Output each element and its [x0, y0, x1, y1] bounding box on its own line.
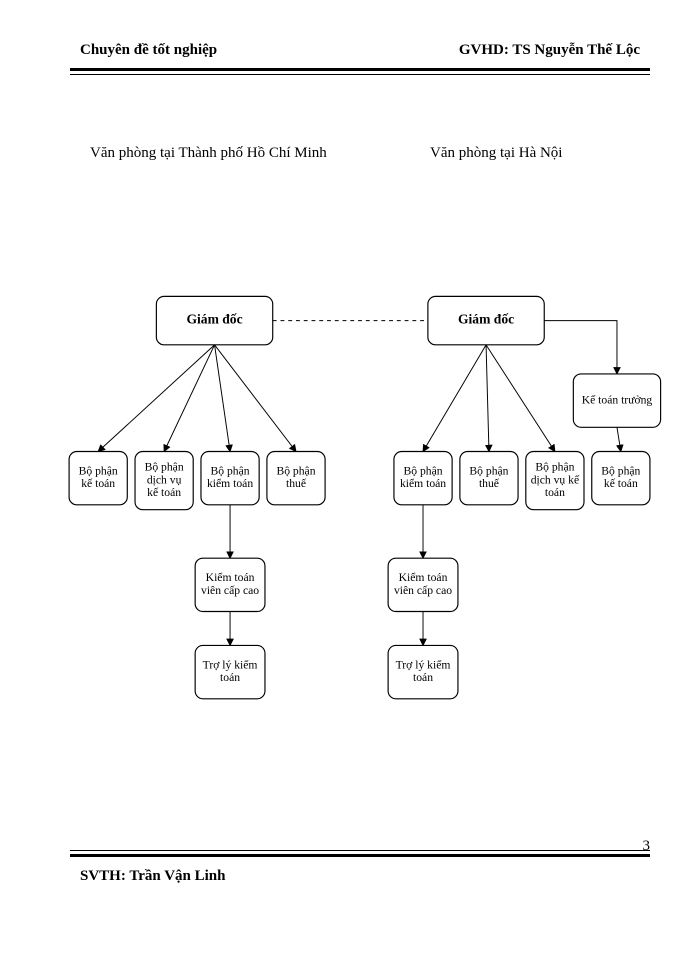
svg-text:thuế: thuế: [286, 477, 307, 490]
svg-text:Bộ phận: Bộ phận: [276, 465, 315, 478]
svg-text:Bộ phận: Bộ phận: [211, 465, 250, 478]
svg-text:toán: toán: [545, 486, 565, 499]
svg-text:kế toán: kế toán: [604, 477, 638, 490]
header-left: Chuyên đề tốt nghiệp: [80, 42, 217, 59]
svg-text:kiểm toán: kiểm toán: [400, 477, 446, 490]
header: Chuyên đề tốt nghiệp GVHD: TS Nguyễn Thế…: [80, 42, 640, 59]
edge: [215, 345, 231, 452]
svg-text:dịch vụ: dịch vụ: [147, 473, 182, 486]
svg-text:Bộ phận: Bộ phận: [145, 461, 184, 474]
edge: [423, 345, 486, 452]
node-l3: Bộ phậnkiểm toán: [201, 452, 259, 505]
svg-text:Bộ phận: Bộ phận: [79, 465, 118, 478]
org-chart: Giám đốcGiám đốcKế toán trưởngBộ phậnkế …: [40, 180, 680, 820]
edge: [164, 345, 214, 452]
svg-text:Kiểm toán: Kiểm toán: [206, 571, 255, 584]
svg-text:Kiểm toán: Kiểm toán: [399, 571, 448, 584]
svg-text:Bộ phận: Bộ phận: [403, 465, 442, 478]
node-r3: Bộ phậndịch vụ kếtoán: [526, 452, 584, 510]
edge: [544, 321, 617, 374]
section-title-right: Văn phòng tại Hà Nội: [430, 145, 562, 162]
edge: [215, 345, 296, 452]
svg-text:dịch vụ kế: dịch vụ kế: [531, 473, 580, 486]
node-r1b: Trợ lý kiểmtoán: [388, 645, 458, 698]
svg-text:Bộ phận: Bộ phận: [601, 465, 640, 478]
header-right: GVHD: TS Nguyễn Thế Lộc: [459, 42, 640, 59]
svg-text:viên cấp cao: viên cấp cao: [394, 584, 452, 597]
node-l4: Bộ phậnthuế: [267, 452, 325, 505]
edge: [617, 427, 621, 451]
page: Chuyên đề tốt nghiệp GVHD: TS Nguyễn Thế…: [0, 0, 700, 960]
svg-text:Giám đốc: Giám đốc: [458, 312, 514, 327]
svg-text:Giám đốc: Giám đốc: [186, 312, 242, 327]
svg-text:kiểm toán: kiểm toán: [207, 477, 253, 490]
svg-text:viên cấp cao: viên cấp cao: [201, 584, 259, 597]
node-l3a: Kiểm toánviên cấp cao: [195, 558, 265, 611]
edge: [486, 345, 555, 452]
edge: [486, 345, 489, 452]
svg-text:toán: toán: [220, 671, 240, 684]
svg-text:Trợ lý kiểm: Trợ lý kiểm: [396, 658, 451, 671]
footer-rule: [70, 850, 650, 857]
node-r4: Bộ phậnkế toán: [592, 452, 650, 505]
footer-left: SVTH: Trần Vận Linh: [80, 868, 225, 885]
node-r1a: Kiểm toánviên cấp cao: [388, 558, 458, 611]
svg-text:Trợ lý kiểm: Trợ lý kiểm: [203, 658, 258, 671]
node-gd_left: Giám đốc: [156, 296, 272, 344]
svg-text:kế toán: kế toán: [147, 486, 181, 499]
node-r2: Bộ phậnthuế: [460, 452, 518, 505]
svg-text:Bộ phận: Bộ phận: [535, 461, 574, 474]
svg-text:thuế: thuế: [479, 477, 500, 490]
footer: SVTH: Trần Vận Linh: [80, 868, 650, 885]
svg-text:toán: toán: [413, 671, 433, 684]
node-gd_right: Giám đốc: [428, 296, 544, 344]
header-rule: [70, 68, 650, 75]
svg-text:Kế toán trưởng: Kế toán trưởng: [582, 393, 653, 406]
svg-text:kế toán: kế toán: [81, 477, 115, 490]
section-title-left: Văn phòng tại Thành phố Hồ Chí Minh: [90, 145, 327, 162]
node-l3b: Trợ lý kiểmtoán: [195, 645, 265, 698]
node-l2: Bộ phậndịch vụkế toán: [135, 452, 193, 510]
edge: [98, 345, 214, 452]
node-l1: Bộ phậnkế toán: [69, 452, 127, 505]
svg-text:Bộ phận: Bộ phận: [469, 465, 508, 478]
node-r1: Bộ phậnkiểm toán: [394, 452, 452, 505]
node-ktt: Kế toán trưởng: [573, 374, 660, 427]
